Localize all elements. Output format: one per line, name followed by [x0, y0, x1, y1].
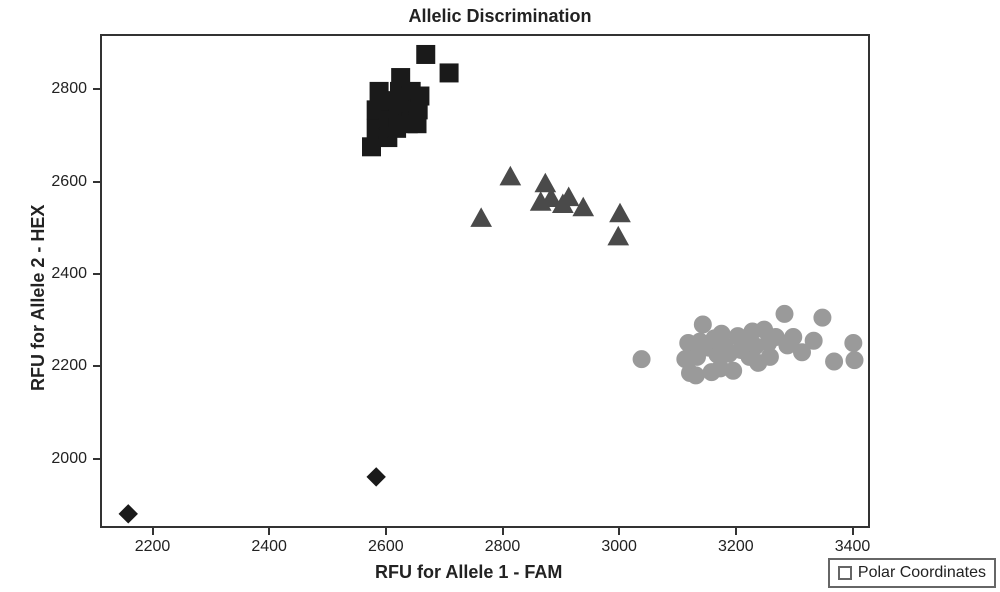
data-point-allele2-homozygote[interactable] — [440, 64, 458, 82]
tick-mark — [93, 365, 100, 367]
data-point-allele1-homozygote[interactable] — [785, 329, 802, 346]
tick-mark — [618, 528, 620, 535]
data-point-allele1-homozygote[interactable] — [761, 348, 778, 365]
chart-title: Allelic Discrimination — [0, 6, 1000, 27]
data-point-ntc-or-outlier[interactable] — [119, 505, 137, 523]
tick-mark — [152, 528, 154, 535]
y-axis-label: RFU for Allele 2 - HEX — [28, 205, 49, 391]
tick-mark — [852, 528, 854, 535]
data-point-allele1-homozygote[interactable] — [845, 335, 862, 352]
data-point-heterozygote[interactable] — [535, 174, 555, 192]
legend-label: Polar Coordinates — [858, 564, 986, 582]
data-point-allele1-homozygote[interactable] — [805, 332, 822, 349]
tick-mark — [93, 273, 100, 275]
data-point-allele1-homozygote[interactable] — [633, 351, 650, 368]
data-point-allele2-homozygote[interactable] — [417, 45, 435, 63]
tick-label: 2600 — [368, 538, 404, 556]
tick-label: 2200 — [135, 538, 171, 556]
data-point-allele1-homozygote[interactable] — [725, 362, 742, 379]
data-point-allele1-homozygote[interactable] — [687, 367, 704, 384]
data-point-heterozygote[interactable] — [608, 227, 628, 245]
data-point-allele1-homozygote[interactable] — [694, 316, 711, 333]
tick-mark — [93, 88, 100, 90]
tick-label: 2800 — [485, 538, 521, 556]
tick-label: 3000 — [601, 538, 637, 556]
tick-mark — [502, 528, 504, 535]
scatter-svg — [102, 36, 872, 530]
data-point-ntc-or-outlier[interactable] — [367, 468, 385, 486]
tick-mark — [93, 458, 100, 460]
tick-label: 3200 — [718, 538, 754, 556]
tick-label: 3400 — [835, 538, 871, 556]
tick-label: 2600 — [51, 173, 87, 191]
plot-area — [100, 34, 870, 528]
tick-mark — [735, 528, 737, 535]
checkbox-empty-icon — [838, 566, 852, 580]
tick-label: 2200 — [51, 357, 87, 375]
data-point-allele1-homozygote[interactable] — [814, 309, 831, 326]
x-axis-label: RFU for Allele 1 - FAM — [375, 562, 562, 583]
tick-label: 2800 — [51, 80, 87, 98]
data-point-allele2-homozygote[interactable] — [363, 138, 381, 156]
chart-container: Allelic Discrimination RFU for Allele 2 … — [0, 0, 1000, 592]
tick-mark — [385, 528, 387, 535]
data-point-allele2-homozygote[interactable] — [411, 87, 429, 105]
data-point-allele1-homozygote[interactable] — [776, 305, 793, 322]
tick-label: 2400 — [51, 265, 87, 283]
polar-coordinates-toggle[interactable]: Polar Coordinates — [828, 558, 996, 588]
tick-label: 2400 — [251, 538, 287, 556]
data-point-allele1-homozygote[interactable] — [846, 352, 863, 369]
data-point-heterozygote[interactable] — [500, 167, 520, 185]
data-point-allele1-homozygote[interactable] — [826, 353, 843, 370]
data-point-heterozygote[interactable] — [610, 204, 630, 222]
tick-mark — [93, 181, 100, 183]
tick-label: 2000 — [51, 450, 87, 468]
tick-mark — [268, 528, 270, 535]
data-point-heterozygote[interactable] — [471, 208, 491, 226]
